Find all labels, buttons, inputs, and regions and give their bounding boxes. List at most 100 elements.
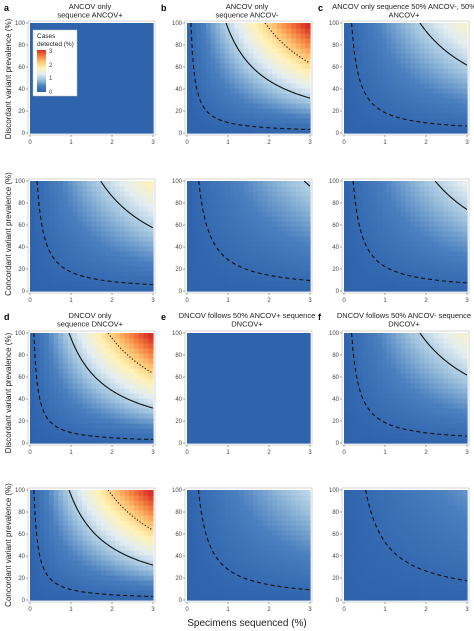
heatmap-cell bbox=[243, 206, 250, 212]
heatmap-cell bbox=[58, 276, 64, 282]
heatmap-cell bbox=[115, 206, 121, 212]
heatmap-cell bbox=[100, 373, 107, 379]
heatmap-cell bbox=[438, 276, 444, 282]
heatmap-cell bbox=[433, 88, 440, 94]
heatmap-cell bbox=[201, 28, 207, 34]
heatmap-cell bbox=[257, 378, 264, 384]
heatmap-cell bbox=[196, 28, 202, 34]
heatmap-cell bbox=[67, 378, 74, 384]
heatmap-cell bbox=[96, 201, 102, 207]
heatmap-cell bbox=[53, 438, 59, 444]
heatmap-cell bbox=[353, 108, 359, 114]
heatmap-cell bbox=[391, 206, 397, 212]
heatmap-cell bbox=[129, 123, 135, 129]
heatmap-cell bbox=[105, 251, 112, 257]
heatmap-cell bbox=[67, 383, 74, 389]
heatmap-cell bbox=[67, 266, 74, 272]
heatmap-cell bbox=[48, 113, 55, 119]
heatmap-cell bbox=[386, 186, 392, 192]
heatmap-cell bbox=[243, 191, 250, 197]
heatmap-cell bbox=[276, 226, 283, 232]
heatmap-cell bbox=[234, 358, 240, 364]
heatmap-cell bbox=[372, 398, 378, 404]
heatmap-cell bbox=[429, 271, 435, 277]
heatmap-cell bbox=[205, 113, 212, 119]
heatmap-cell bbox=[243, 256, 250, 262]
heatmap-cell bbox=[196, 236, 202, 242]
heatmap-cell bbox=[381, 206, 388, 212]
heatmap-cell bbox=[72, 181, 78, 187]
heatmap-cell bbox=[295, 63, 302, 69]
heatmap-cell bbox=[115, 118, 121, 124]
heatmap-cell bbox=[119, 388, 126, 394]
heatmap-cell bbox=[267, 353, 273, 359]
heatmap-cell bbox=[248, 88, 254, 94]
heatmap-cell bbox=[452, 241, 459, 247]
heatmap-cell bbox=[448, 128, 454, 134]
heatmap-cell bbox=[305, 261, 311, 267]
heatmap-cell bbox=[286, 246, 292, 252]
heatmap-cell bbox=[248, 286, 254, 292]
heatmap-cell bbox=[91, 186, 97, 192]
heatmap-cell bbox=[224, 433, 231, 439]
heatmap-cell bbox=[358, 108, 364, 114]
heatmap-cell bbox=[86, 88, 93, 94]
heatmap-cell bbox=[438, 186, 444, 192]
x-tick-label: 0 bbox=[185, 140, 189, 146]
heatmap-cell bbox=[138, 393, 145, 399]
heatmap-cell bbox=[215, 378, 221, 384]
y-tick-label: 80 bbox=[18, 201, 25, 207]
heatmap-cell bbox=[105, 103, 112, 109]
heatmap-cell bbox=[367, 438, 373, 444]
heatmap-cell bbox=[91, 393, 97, 399]
heatmap-cell bbox=[276, 48, 283, 54]
heatmap-cell bbox=[82, 271, 88, 277]
heatmap-cell bbox=[201, 108, 207, 114]
heatmap-cell bbox=[286, 83, 292, 89]
heatmap-cell bbox=[262, 368, 269, 374]
heatmap-cell bbox=[210, 338, 216, 344]
heatmap-cell bbox=[191, 353, 198, 359]
heatmap-cell bbox=[220, 211, 226, 217]
heatmap-cell bbox=[82, 256, 88, 262]
heatmap-cell bbox=[367, 393, 373, 399]
heatmap-cell bbox=[58, 128, 64, 134]
heatmap-cell bbox=[243, 93, 250, 99]
heatmap-cell bbox=[201, 343, 207, 349]
heatmap-cell bbox=[205, 53, 212, 59]
heatmap-cell bbox=[220, 216, 226, 222]
heatmap-cell bbox=[429, 33, 435, 39]
heatmap-cell bbox=[414, 221, 421, 227]
heatmap-cell bbox=[433, 271, 440, 277]
heatmap-cell bbox=[105, 428, 112, 434]
heatmap-cell bbox=[300, 196, 306, 202]
heatmap-cell bbox=[82, 43, 88, 49]
heatmap-cell bbox=[267, 343, 273, 349]
heatmap-cell bbox=[191, 423, 198, 429]
heatmap-cell bbox=[443, 43, 449, 49]
heatmap-cell bbox=[433, 53, 440, 59]
x-tick-label: 3 bbox=[308, 140, 312, 146]
heatmap-cell bbox=[220, 261, 226, 267]
heatmap-cell bbox=[187, 358, 193, 364]
heatmap-cell bbox=[443, 58, 449, 64]
heatmap-cell bbox=[414, 58, 421, 64]
heatmap-cell bbox=[53, 221, 59, 227]
heatmap-cell bbox=[267, 333, 273, 339]
heatmap-cell bbox=[58, 261, 64, 267]
heatmap-cell bbox=[96, 246, 102, 252]
heatmap-cell bbox=[77, 201, 83, 207]
heatmap-cell bbox=[48, 241, 55, 247]
heatmap-cell bbox=[253, 118, 259, 124]
heatmap-cell bbox=[105, 353, 112, 359]
heatmap-cell bbox=[429, 256, 435, 262]
heatmap-cell bbox=[414, 201, 421, 207]
heatmap-cell bbox=[105, 388, 112, 394]
heatmap-cell bbox=[396, 113, 402, 119]
heatmap-cell bbox=[295, 373, 302, 379]
heatmap-cell bbox=[396, 251, 402, 257]
heatmap-cell bbox=[201, 103, 207, 109]
heatmap-cell bbox=[429, 88, 435, 94]
heatmap-cell bbox=[105, 88, 112, 94]
heatmap-cell bbox=[276, 73, 283, 79]
